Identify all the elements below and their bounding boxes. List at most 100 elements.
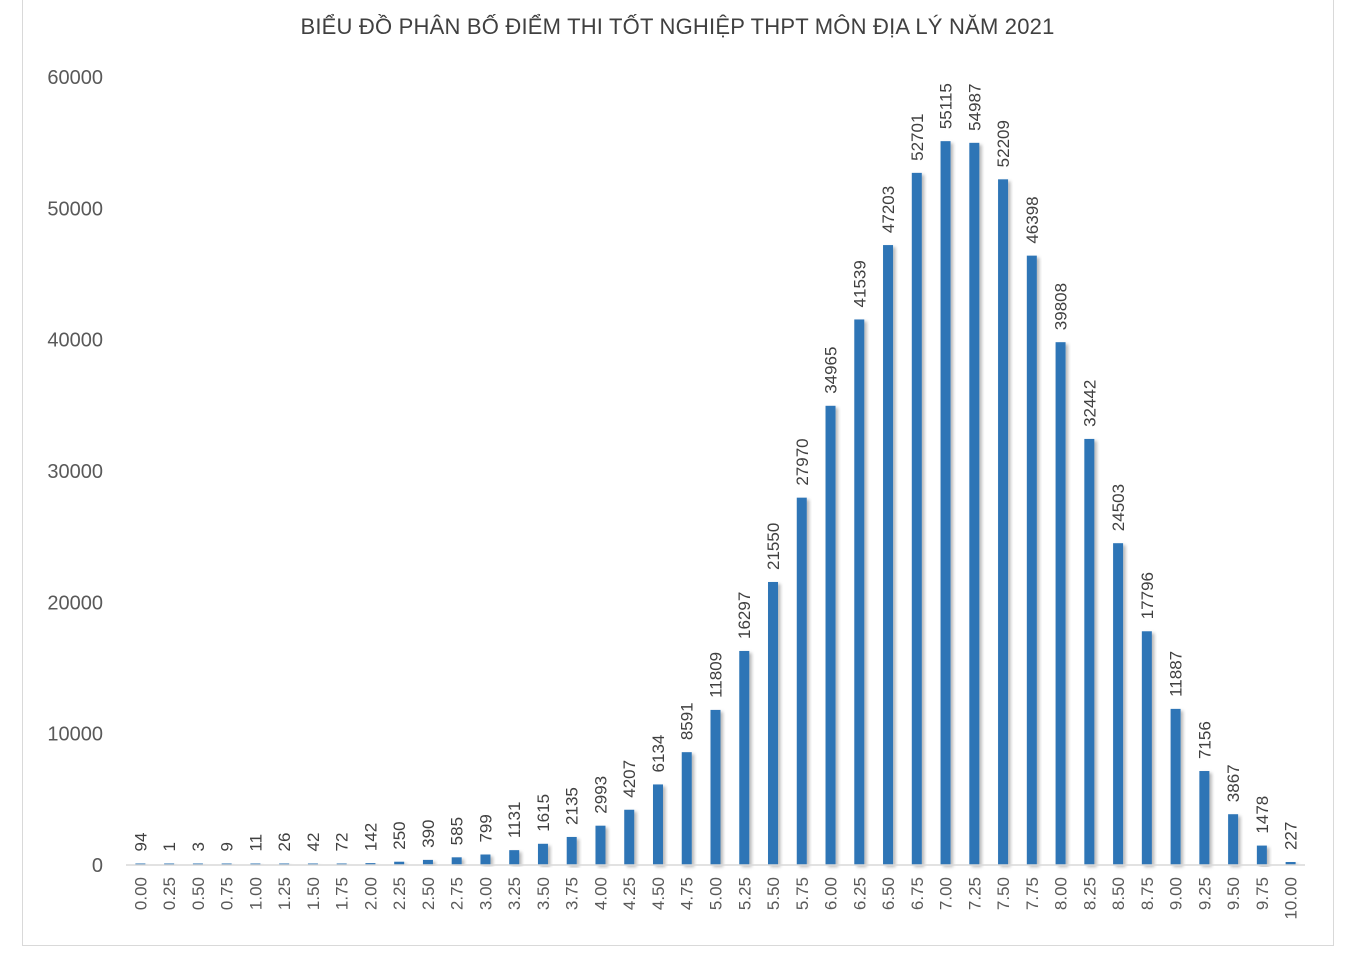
data-label: 2993: [591, 776, 610, 814]
x-tick-label: 9.00: [1167, 877, 1186, 910]
bar: [365, 863, 376, 865]
data-label: 6134: [649, 735, 668, 773]
x-tick-label: 4.50: [649, 877, 668, 910]
x-tick-label: 0.25: [160, 877, 179, 910]
data-label: 799: [476, 814, 495, 842]
bar: [1055, 342, 1066, 866]
data-label: 39808: [1052, 283, 1071, 330]
data-label: 41539: [850, 260, 869, 307]
x-tick-label: 3.25: [505, 877, 524, 910]
data-label: 11809: [707, 652, 726, 698]
y-tick-label: 40000: [47, 330, 103, 352]
bar: [624, 809, 635, 865]
x-tick-label: 6.00: [822, 877, 841, 910]
x-tick-label: 2.25: [390, 877, 409, 910]
bar: [1026, 255, 1037, 866]
bars: [135, 141, 1296, 866]
data-label: 11: [246, 834, 265, 852]
data-label: 24503: [1109, 484, 1128, 531]
data-label: 227: [1282, 822, 1301, 850]
bar: [1113, 543, 1124, 865]
bar: [854, 319, 865, 865]
bar: [998, 179, 1009, 866]
data-label: 34965: [822, 347, 841, 394]
bar: [1199, 771, 1210, 865]
y-axis-ticks: 0 10000 20000 30000 40000 50000 60000: [47, 67, 103, 877]
bar: [883, 245, 894, 865]
bar: [394, 861, 405, 865]
x-tick-label: 8.00: [1052, 877, 1071, 910]
data-label: 17796: [1138, 572, 1157, 619]
x-tick-label: 5.75: [793, 877, 812, 910]
bar: [940, 141, 951, 866]
data-label: 2135: [563, 787, 582, 825]
bar: [451, 857, 462, 865]
data-label: 27970: [793, 438, 812, 485]
bar: [969, 142, 980, 865]
data-label: 46398: [1023, 196, 1042, 243]
data-label: 1478: [1253, 796, 1272, 834]
bar: [825, 405, 836, 865]
x-tick-label: 6.75: [908, 877, 927, 910]
bar: [1084, 438, 1095, 865]
bar: [652, 784, 663, 865]
x-tick-label: 0.75: [218, 877, 237, 910]
bar: [796, 497, 807, 865]
x-tick-label: 2.75: [448, 877, 467, 910]
data-label: 250: [390, 821, 409, 849]
bar: [710, 709, 721, 865]
x-tick-label: 4.00: [591, 877, 610, 910]
x-tick-label: 8.75: [1138, 877, 1157, 910]
data-label: 8591: [678, 702, 697, 740]
data-label: 1615: [534, 794, 553, 832]
x-tick-label: 6.25: [850, 877, 869, 910]
x-tick-label: 1.75: [333, 877, 352, 910]
x-tick-label: 3.00: [476, 877, 495, 910]
bar: [422, 859, 433, 865]
x-tick-label: 0.00: [131, 877, 150, 910]
x-tick-label: 7.00: [937, 877, 956, 910]
data-label: 3: [189, 842, 208, 851]
x-tick-label: 4.75: [678, 877, 697, 910]
x-tick-label: 4.25: [620, 877, 639, 910]
x-tick-label: 6.50: [879, 877, 898, 910]
data-label: 94: [131, 833, 150, 852]
bar: [480, 854, 491, 865]
data-label: 1: [160, 842, 179, 851]
x-tick-label: 2.50: [419, 877, 438, 910]
data-label: 11887: [1167, 651, 1186, 697]
data-label: 16297: [735, 592, 754, 639]
bar: [1228, 814, 1239, 865]
bar: [681, 752, 692, 865]
data-label: 52209: [994, 120, 1013, 167]
bar: [537, 843, 548, 865]
x-tick-label: 10.00: [1282, 877, 1301, 920]
bar: [1170, 708, 1181, 865]
x-tick-label: 7.25: [965, 877, 984, 910]
data-label: 585: [448, 817, 467, 845]
x-tick-label: 1.50: [304, 877, 323, 910]
bar: [768, 581, 779, 865]
data-label: 21550: [764, 523, 783, 570]
x-tick-label: 8.25: [1080, 877, 1099, 910]
x-tick-label: 9.25: [1195, 877, 1214, 910]
x-tick-label: 1.25: [275, 877, 294, 910]
x-tick-label: 7.75: [1023, 877, 1042, 910]
data-label: 55115: [937, 83, 956, 129]
y-tick-label: 10000: [47, 724, 103, 746]
chart-title: BIỂU ĐỒ PHÂN BỐ ĐIỂM THI TỐT NGHIỆP THPT…: [300, 14, 1055, 39]
data-label: 4207: [620, 760, 639, 798]
x-tick-label: 1.00: [246, 877, 265, 910]
bar: [1285, 862, 1296, 865]
data-label: 142: [361, 823, 380, 851]
chart-frame: [22, 0, 1334, 946]
data-label: 1131: [505, 802, 524, 839]
x-axis-ticks: 0.00 0.25 0.50 0.75 1.00 1.25 1.50 1.75 2.00 2.25…: [131, 877, 1300, 920]
data-label: 47203: [879, 186, 898, 233]
data-labels: 94 1 3 9 11 26 42 72 142 250 390 585 799 1131 1615 2135…: [131, 83, 1300, 851]
bar: [566, 836, 577, 865]
x-tick-label: 0.50: [189, 877, 208, 910]
bar: [739, 650, 750, 865]
data-label: 26: [275, 833, 294, 852]
